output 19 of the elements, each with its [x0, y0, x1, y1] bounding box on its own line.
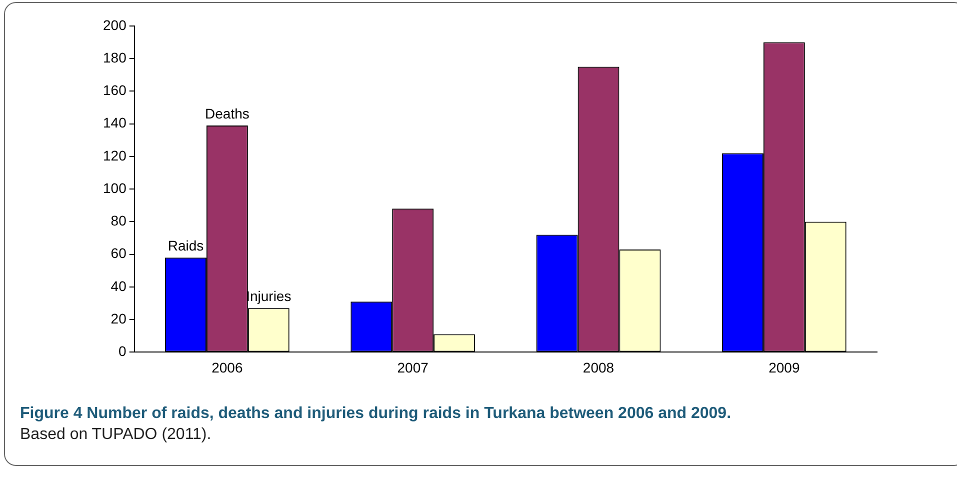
y-tick-label: 140	[103, 114, 127, 131]
x-tick-label: 2007	[397, 359, 429, 376]
x-tick-label: 2009	[768, 359, 800, 376]
y-tick-label: 60	[110, 245, 127, 262]
y-tick-label: 200	[103, 16, 127, 33]
y-tick-label: 180	[103, 49, 127, 66]
x-tick-label: 2006	[212, 359, 243, 376]
x-tick-label: 2008	[582, 359, 614, 376]
y-tick-label: 80	[110, 212, 127, 229]
series-label: Deaths	[205, 105, 250, 122]
y-tick-label: 160	[103, 82, 127, 98]
text: Based on TUPADO (2011).	[20, 426, 212, 443]
y-tick-label: 20	[110, 310, 127, 326]
y-tick-label: 0	[118, 343, 127, 360]
y-tick-label: 120	[103, 147, 127, 164]
y-tick-label: 100	[103, 180, 127, 196]
text: Figure 4 Number of raids, deaths and injuries during raids in Turkana between 2006 and 2009.	[20, 405, 732, 422]
series-label: Raids	[168, 237, 204, 254]
y-tick-label: 40	[110, 278, 127, 294]
